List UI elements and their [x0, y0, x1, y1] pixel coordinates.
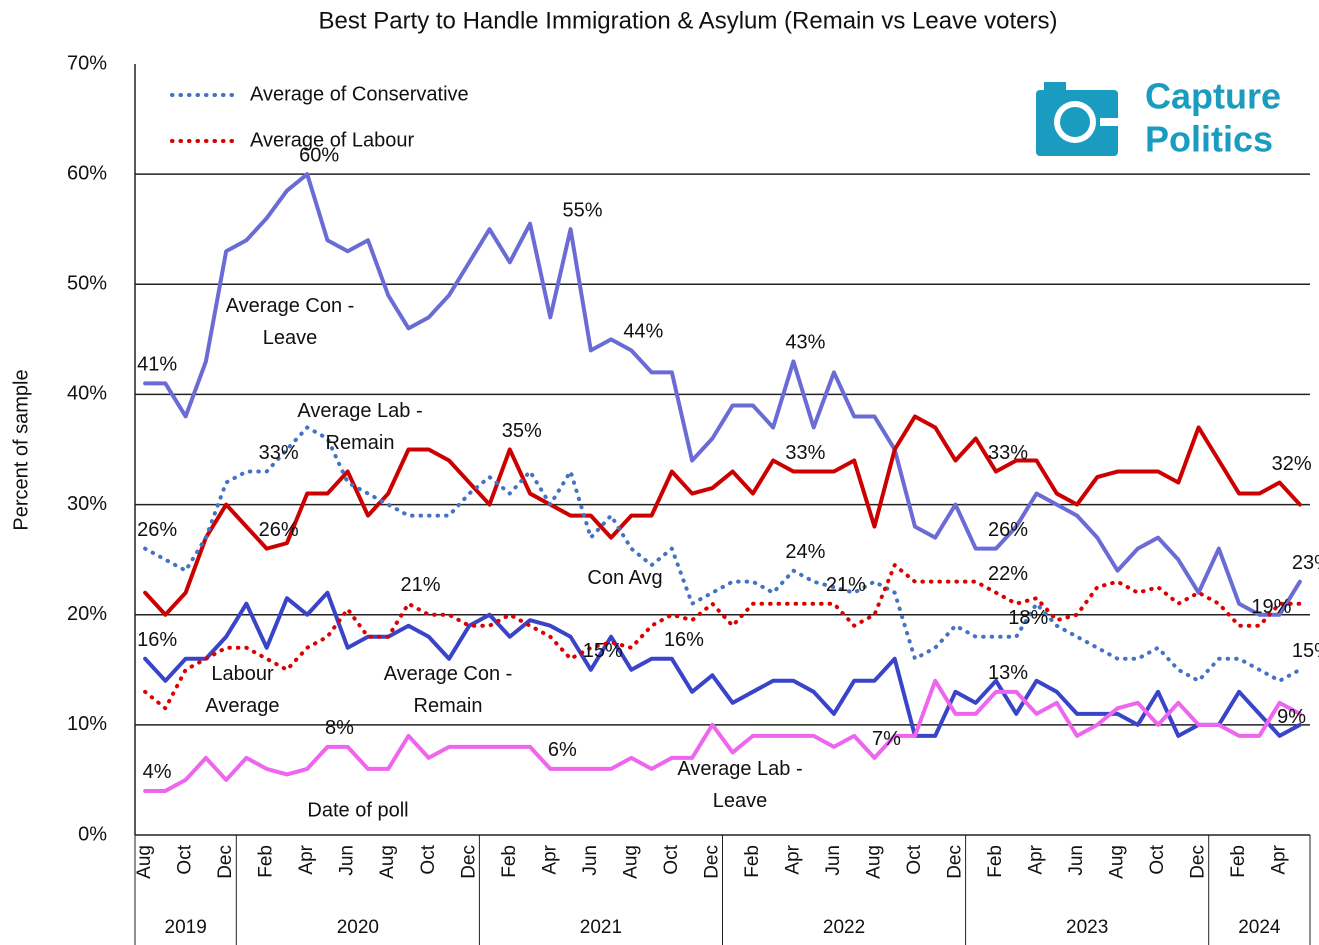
series-label: Average Lab - Leave [677, 758, 803, 812]
series-line [143, 678, 1302, 793]
data-label: 21% [826, 574, 866, 596]
x-tick-label: Feb [1228, 845, 1249, 878]
data-label: 23% [1292, 552, 1319, 574]
y-tick-label: 50% [67, 273, 107, 295]
x-tick-label: Oct [418, 844, 439, 874]
data-label: 32% [1272, 453, 1312, 475]
data-label: 21% [400, 574, 440, 596]
series-label: Average Con - Leave [225, 295, 355, 349]
x-tick-label: Oct [661, 844, 682, 874]
chart-title: Best Party to Handle Immigration & Asylu… [319, 7, 1058, 34]
legend-label: Average of Labour [250, 129, 415, 151]
data-label: 33% [988, 442, 1028, 464]
x-tick-label: Aug [134, 845, 155, 879]
year-label: 2020 [337, 917, 379, 938]
data-label: 24% [785, 541, 825, 563]
x-tick-label: Apr [1026, 844, 1047, 874]
data-label: 19% [1251, 596, 1291, 618]
logo-bar [1100, 118, 1118, 126]
year-label: 2024 [1238, 917, 1281, 938]
x-tick-label: Feb [499, 845, 520, 878]
data-label: 33% [785, 442, 825, 464]
x-tick-label: Apr [296, 844, 317, 874]
y-tick-label: 20% [67, 603, 107, 625]
data-label: 43% [785, 332, 825, 354]
x-tick-label: Dec [1188, 845, 1209, 879]
logo-text: Politics [1145, 119, 1273, 160]
x-tick-label: Oct [175, 844, 196, 874]
y-axis-label: Percent of sample [10, 369, 32, 530]
x-tick-label: Aug [377, 845, 398, 879]
y-tick-label: 40% [67, 383, 107, 405]
x-tick-label: Dec [701, 845, 722, 879]
data-label: 15% [583, 640, 623, 662]
logo: Capture Politics [1036, 76, 1281, 160]
year-label: 2023 [1066, 917, 1108, 938]
series-line [143, 425, 1302, 683]
x-tick-label: Aug [1107, 845, 1128, 879]
series-line [143, 414, 1302, 617]
data-label: 16% [664, 629, 704, 651]
data-label: 6% [548, 739, 577, 761]
y-tick-label: 30% [67, 493, 107, 515]
x-tick-label: Feb [985, 845, 1006, 878]
data-label: 9% [1277, 706, 1306, 728]
x-tick-label: Jun [580, 845, 601, 876]
data-label: 41% [137, 354, 177, 376]
y-tick-label: 70% [67, 52, 107, 74]
x-tick-label: Feb [742, 845, 763, 878]
x-tick-label: Apr [539, 844, 560, 874]
x-tick-label: Feb [256, 845, 277, 878]
data-label: 26% [137, 519, 177, 541]
y-tick-label: 60% [67, 162, 107, 184]
data-label: 35% [502, 420, 542, 442]
data-label: 44% [623, 321, 663, 343]
data-label: 55% [563, 199, 603, 221]
year-label: 2019 [165, 917, 207, 938]
logo-icon-top [1044, 82, 1066, 92]
data-label: 8% [325, 717, 354, 739]
logo-text: Capture [1145, 76, 1281, 117]
data-label: 33% [259, 442, 299, 464]
y-tick-label: 10% [67, 713, 107, 735]
legend-label: Average of Conservative [250, 83, 469, 105]
data-label: 22% [988, 563, 1028, 585]
x-tick-label: Jun [337, 845, 358, 876]
annotation: Con Avg [587, 567, 663, 589]
data-label: 15% [1292, 640, 1319, 662]
year-label: 2021 [580, 917, 622, 938]
series-label: Average Lab - Remain [297, 400, 423, 454]
data-label: 26% [988, 519, 1028, 541]
x-tick-label: Aug [620, 845, 641, 879]
series-label: Average Con - Remain [383, 663, 513, 717]
data-label: 7% [872, 728, 901, 750]
x-tick-label: Oct [1147, 844, 1168, 874]
data-label: 26% [259, 519, 299, 541]
annotation: Labour Average [205, 663, 280, 717]
data-label: 13% [988, 662, 1028, 684]
x-tick-label: Jun [1066, 845, 1087, 876]
x-tick-label: Oct [904, 844, 925, 874]
x-tick-label: Apr [782, 844, 803, 874]
y-tick-label: 0% [78, 823, 107, 845]
series-line [143, 172, 1302, 617]
x-tick-label: Dec [215, 845, 236, 879]
x-tick-label: Jun [823, 845, 844, 876]
data-label: 4% [143, 761, 172, 783]
data-label: 18% [1008, 607, 1048, 629]
year-label: 2022 [823, 917, 865, 938]
x-tick-label: Aug [863, 845, 884, 879]
data-label: 16% [137, 629, 177, 651]
x-tick-label: Dec [458, 845, 479, 879]
x-tick-label: Apr [1269, 844, 1290, 874]
data-label: 60% [299, 144, 339, 166]
x-axis-label: Date of poll [307, 799, 408, 821]
x-tick-label: Dec [944, 845, 965, 879]
logo-lens-inner [1060, 107, 1090, 137]
